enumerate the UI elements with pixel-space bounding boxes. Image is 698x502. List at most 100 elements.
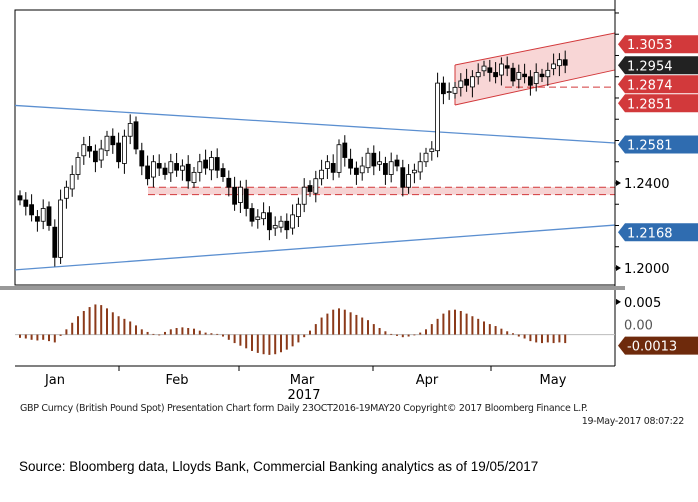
oscillator-bar <box>541 334 543 344</box>
price-label-1-2851: 1.2851 <box>627 97 673 112</box>
candle-body <box>336 144 342 173</box>
candle-body <box>23 199 29 207</box>
candle-body <box>557 59 562 67</box>
source-note: Source: Bloomberg data, Lloyds Bank, Com… <box>19 459 539 474</box>
oscillator-bar <box>158 334 161 336</box>
candle-body <box>174 163 180 171</box>
oscillator-bar <box>361 317 364 335</box>
candle-body <box>324 161 330 169</box>
candle-body <box>104 135 110 152</box>
candle-body <box>417 161 423 173</box>
trendline-lower-rising <box>14 224 616 271</box>
candle-body <box>394 159 400 167</box>
candle-body <box>162 167 168 175</box>
candle-body <box>220 168 226 178</box>
oscillator-bar <box>233 334 236 344</box>
candle-body <box>17 195 23 201</box>
oscillator-bar <box>245 334 248 349</box>
oscillator-bar <box>407 334 410 337</box>
oscillator-bar <box>280 334 282 353</box>
oscillator-bar <box>146 331 149 335</box>
candle-body <box>510 67 516 82</box>
oscillator-bar <box>355 314 358 335</box>
oscillator-bar <box>65 329 68 335</box>
oscillator-bar <box>48 334 50 342</box>
candle-body <box>493 72 499 78</box>
candle-body <box>261 212 267 220</box>
candle-body <box>255 216 261 220</box>
oscillator-bar <box>384 331 387 335</box>
osc-zero-label: 0.00 <box>624 319 653 334</box>
candle-body <box>522 73 527 78</box>
candle-body <box>469 76 475 88</box>
candle-body <box>545 69 551 78</box>
channel-lower-line <box>454 69 616 106</box>
price-label-1-2168-bg <box>618 223 698 242</box>
oscillator-bar <box>291 334 294 347</box>
oscillator-bar <box>222 334 224 337</box>
price-label-1-2851-bg <box>618 94 698 113</box>
oscillator-bar <box>285 334 288 350</box>
oscillator-bar <box>111 312 114 335</box>
oscillator-bar <box>140 329 143 335</box>
oscillator-bar <box>30 334 33 340</box>
candle-body <box>179 165 185 171</box>
candle-body <box>365 152 371 169</box>
oscillator-bar <box>216 333 219 335</box>
candle-body <box>487 67 493 73</box>
oscillator-bar <box>396 334 398 336</box>
candle-body <box>330 163 336 173</box>
candle-body <box>481 65 487 72</box>
oscillator-bar <box>338 308 340 335</box>
oscillator-bar <box>239 334 242 346</box>
osc-value-label: -0.0013 <box>627 340 677 355</box>
candle-body <box>69 174 75 190</box>
candle-body <box>307 185 313 192</box>
candle-body <box>411 169 417 174</box>
candle-body <box>284 220 290 231</box>
candle-body <box>81 144 87 157</box>
candle-body <box>313 178 319 194</box>
year-label: 2017 <box>287 388 320 402</box>
candle-body <box>214 157 220 171</box>
candle-body <box>35 216 40 222</box>
candle-body <box>446 91 452 94</box>
support-zone <box>148 187 615 195</box>
candle-body <box>377 161 383 165</box>
candle-body <box>168 161 174 174</box>
candle-body <box>110 135 116 146</box>
candle-body <box>562 59 568 66</box>
candle-body <box>87 146 92 152</box>
candle-body <box>353 167 359 175</box>
price-label-1-2954: 1.2954 <box>627 59 673 74</box>
oscillator-bar <box>506 331 509 335</box>
oscillator-bar <box>227 334 230 340</box>
oscillator-bar <box>256 334 259 353</box>
oscillator-bar <box>477 318 480 335</box>
oscillator-bar <box>193 328 195 335</box>
candle-body <box>359 165 365 174</box>
candle-body <box>46 206 52 226</box>
oscillator-bar <box>488 324 491 335</box>
candle-body <box>504 65 510 69</box>
candle-body <box>429 148 435 152</box>
channel-upper-line <box>454 32 616 66</box>
candle-body <box>116 142 121 163</box>
oscillator-bar <box>430 324 433 335</box>
oscillator-bar <box>529 334 532 342</box>
price-tick-label: 1.2400 <box>624 177 670 192</box>
candle-body <box>75 157 81 175</box>
price-label-1-2954-bg <box>618 56 698 75</box>
candle-body <box>127 123 133 137</box>
oscillator-bar <box>204 332 207 335</box>
candle-body <box>342 142 348 158</box>
candle-body <box>435 82 441 152</box>
oscillator-bar <box>297 334 300 343</box>
candle-body <box>208 157 214 171</box>
candle-body <box>139 150 145 167</box>
candle-body <box>295 203 301 217</box>
oscillator-bar <box>401 334 404 338</box>
trendline-upper-falling <box>14 104 616 144</box>
candle-body <box>237 186 243 203</box>
